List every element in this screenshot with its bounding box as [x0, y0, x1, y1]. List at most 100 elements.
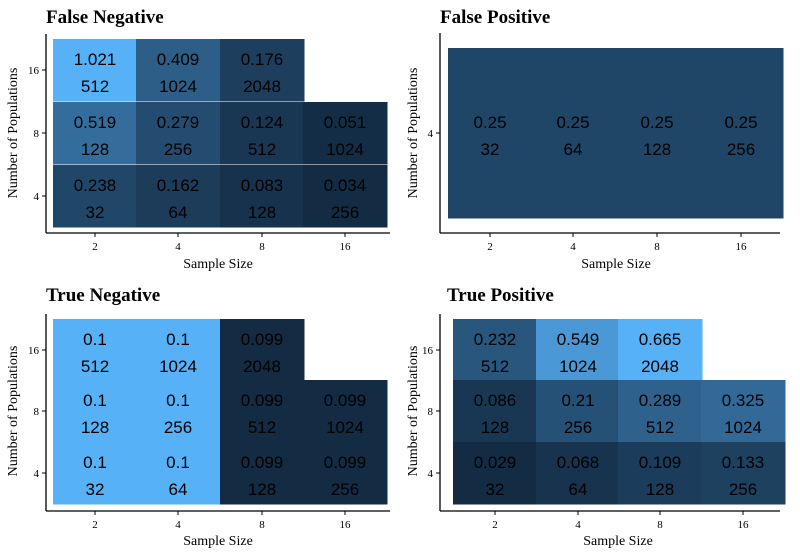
y-tick-label: 4 [428, 128, 434, 140]
cell-count-label: 128 [643, 140, 671, 159]
heatmap-cell [303, 102, 388, 165]
x-tick-label: 16 [340, 519, 352, 531]
cell-value-label: 0.409 [157, 50, 200, 69]
cell-count-label: 64 [169, 480, 188, 499]
heatmap-cell [53, 442, 138, 505]
cell-count-label: 64 [569, 480, 588, 499]
y-tick-label: 16 [422, 345, 434, 357]
heatmap-cell [536, 442, 621, 505]
cell-count-label: 256 [164, 418, 192, 437]
cell-value-label: 0.068 [557, 453, 600, 472]
x-tick-label: 4 [570, 241, 576, 253]
cell-count-label: 128 [81, 418, 109, 437]
heatmap-cell [531, 48, 616, 219]
heatmap-cell [220, 380, 305, 443]
heatmap-cell [220, 442, 305, 505]
cell-value-label: 0.109 [639, 453, 682, 472]
cell-count-label: 1024 [159, 357, 197, 376]
cell-value-label: 1.021 [74, 50, 117, 69]
x-tick-label: 4 [175, 241, 181, 253]
heatmap-cell [303, 380, 388, 443]
cell-value-label: 0.099 [324, 453, 367, 472]
axes: 2 4 8 16 4 8 16 [28, 314, 390, 531]
heatmap-cell [536, 380, 621, 443]
cell-count-label: 256 [331, 480, 359, 499]
cell-value-label: 0.099 [241, 391, 284, 410]
heatmap-cell [615, 48, 700, 219]
x-tick-label: 2 [92, 519, 98, 531]
y-tick-label: 8 [34, 128, 40, 140]
x-tick-label: 2 [92, 241, 98, 253]
panel-title: False Positive [440, 7, 550, 28]
x-tick-label: 16 [340, 241, 352, 253]
heatmap-cells: 0.25 32 0.25 64 0.25 128 0.25 256 [448, 48, 784, 219]
x-tick-label: 2 [492, 519, 498, 531]
cell-value-label: 0.099 [241, 330, 284, 349]
cell-value-label: 0.1 [83, 453, 107, 472]
panel-title: True Negative [46, 285, 160, 306]
cell-count-label: 2048 [243, 357, 281, 376]
heatmap-cell [453, 442, 538, 505]
x-axis-title: Sample Size [183, 257, 253, 272]
cell-value-label: 0.099 [324, 391, 367, 410]
cell-count-label: 32 [86, 203, 105, 222]
cell-count-label: 64 [564, 140, 583, 159]
cell-count-label: 512 [646, 418, 674, 437]
heatmap-cell [53, 165, 138, 228]
cell-count-label: 32 [86, 480, 105, 499]
cell-value-label: 0.25 [473, 113, 506, 132]
x-tick-label: 8 [654, 241, 660, 253]
cell-count-label: 128 [81, 140, 109, 159]
x-tick-label: 16 [736, 241, 748, 253]
cell-count-label: 128 [481, 418, 509, 437]
heatmap-cell [53, 102, 138, 165]
heatmap-cell [618, 319, 703, 382]
heatmap-cell [303, 165, 388, 228]
heatmap-cell [448, 48, 533, 219]
cell-value-label: 0.25 [640, 113, 673, 132]
panel-title: True Positive [447, 285, 554, 306]
cell-count-label: 2048 [641, 357, 679, 376]
cell-value-label: 0.1 [83, 330, 107, 349]
y-tick-label: 16 [28, 65, 40, 77]
panel-title: False Negative [46, 7, 164, 28]
y-tick-label: 4 [428, 468, 434, 480]
cell-value-label: 0.124 [241, 113, 284, 132]
heatmap-cell [618, 442, 703, 505]
y-tick-label: 4 [34, 191, 40, 203]
heatmap-cell [136, 319, 221, 382]
cell-value-label: 0.25 [556, 113, 589, 132]
cell-count-label: 512 [481, 357, 509, 376]
heatmap-cell [303, 442, 388, 505]
cell-count-label: 512 [248, 418, 276, 437]
heatmap-cells: 1.021 512 0.409 1024 0.176 2048 0.519 128 0.279 2… [53, 39, 388, 228]
x-axis-title: Sample Size [583, 534, 653, 549]
cell-value-label: 0.099 [241, 453, 284, 472]
cell-value-label: 0.1 [166, 453, 190, 472]
axes: 2 4 8 16 4 [428, 33, 780, 253]
y-axis-title: Number of Populations [406, 68, 421, 199]
cell-count-label: 512 [81, 77, 109, 96]
cell-count-label: 256 [331, 203, 359, 222]
x-tick-label: 8 [657, 519, 663, 531]
heatmap-cell [136, 39, 221, 102]
heatmap-cell [220, 39, 305, 102]
cell-count-label: 1024 [326, 418, 364, 437]
cell-value-label: 0.083 [241, 176, 284, 195]
heatmap-cell [136, 380, 221, 443]
cell-value-label: 0.21 [561, 391, 594, 410]
cell-value-label: 0.289 [639, 391, 682, 410]
y-tick-label: 8 [428, 406, 434, 418]
x-tick-label: 4 [575, 519, 581, 531]
cell-count-label: 128 [248, 480, 276, 499]
heatmap-cell [618, 380, 703, 443]
heatmap-cell [701, 380, 786, 443]
cell-count-label: 128 [646, 480, 674, 499]
cell-count-label: 32 [486, 480, 505, 499]
heatmap-cell [53, 319, 138, 382]
axes: 2 4 8 16 4 8 16 [422, 314, 780, 531]
heatmap-cell [136, 442, 221, 505]
cell-value-label: 0.549 [557, 330, 600, 349]
y-axis-title: Number of Populations [6, 68, 21, 199]
